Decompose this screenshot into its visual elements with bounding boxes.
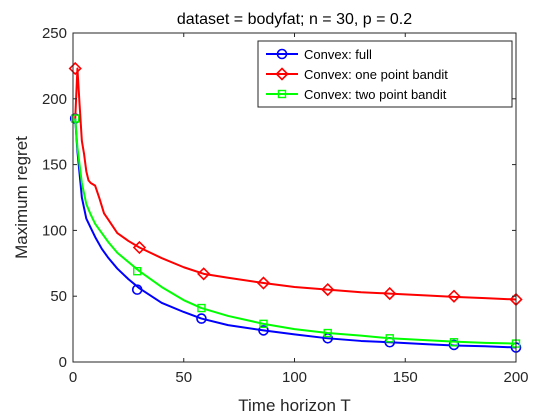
legend-label: Convex: full [304, 47, 372, 62]
y-axis-title: Maximum regret [12, 136, 31, 259]
x-tick-label: 200 [503, 369, 528, 386]
y-tick-label: 150 [42, 157, 67, 174]
series-marker [197, 267, 211, 281]
legend-marker [275, 67, 289, 81]
series-line [74, 67, 517, 301]
legend-item: Convex: two point bandit [266, 87, 447, 102]
series-marker [68, 61, 82, 76]
legend-label: Convex: one point bandit [304, 67, 448, 82]
series-marker [132, 240, 147, 255]
series-marker [256, 276, 271, 290]
x-axis-title: Time horizon T [238, 396, 350, 415]
series-marker [258, 325, 269, 336]
legend: Convex: full Convex: one point bandit Conv… [257, 40, 513, 108]
chart-title: dataset = bodyfat; n = 30, p = 0.2 [177, 11, 412, 28]
series-line [74, 118, 517, 345]
ticks-layer: 0 50 100 150 200 0 50 100 150 200 250 [42, 25, 529, 386]
legend-box [257, 40, 513, 108]
series-marker [259, 319, 268, 329]
series-layer [68, 61, 523, 353]
series-marker [383, 286, 397, 301]
legend-marker [277, 89, 287, 99]
series-marker [321, 282, 335, 297]
y-tick-label: 0 [59, 354, 67, 371]
x-tick-label: 50 [175, 369, 192, 386]
y-tick-label: 100 [42, 222, 67, 239]
x-tick-label: 150 [393, 369, 418, 386]
x-tick-label: 100 [282, 369, 307, 386]
series-marker [447, 289, 461, 303]
series-marker [133, 266, 142, 276]
series-marker [323, 328, 332, 338]
series-marker [196, 313, 207, 324]
y-tick-label: 50 [50, 288, 67, 305]
series-marker [385, 334, 394, 343]
legend-item: Convex: full [266, 47, 372, 62]
legend-label: Convex: two point bandit [304, 87, 447, 102]
series-marker [448, 339, 460, 351]
series-line [74, 118, 517, 349]
series-marker [131, 284, 143, 295]
series-marker [449, 338, 459, 347]
series-marker [197, 303, 206, 313]
series-marker [71, 114, 80, 123]
y-tick-label: 200 [42, 91, 67, 108]
x-tick-label: 0 [69, 369, 77, 386]
legend-item: Convex: one point bandit [266, 67, 448, 82]
legend-marker [276, 48, 288, 60]
y-tick-label: 250 [42, 25, 67, 42]
